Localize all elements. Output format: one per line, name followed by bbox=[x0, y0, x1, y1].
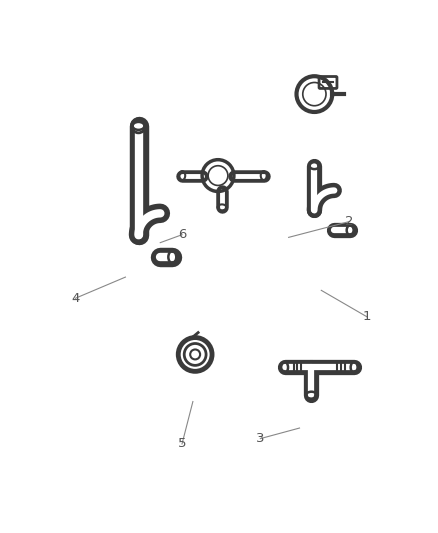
Text: 5: 5 bbox=[178, 438, 186, 450]
Text: 4: 4 bbox=[71, 292, 80, 305]
Text: 3: 3 bbox=[256, 432, 265, 445]
Text: 2: 2 bbox=[345, 215, 354, 228]
Text: 6: 6 bbox=[178, 228, 186, 241]
Text: 1: 1 bbox=[363, 310, 371, 324]
Circle shape bbox=[134, 122, 142, 130]
